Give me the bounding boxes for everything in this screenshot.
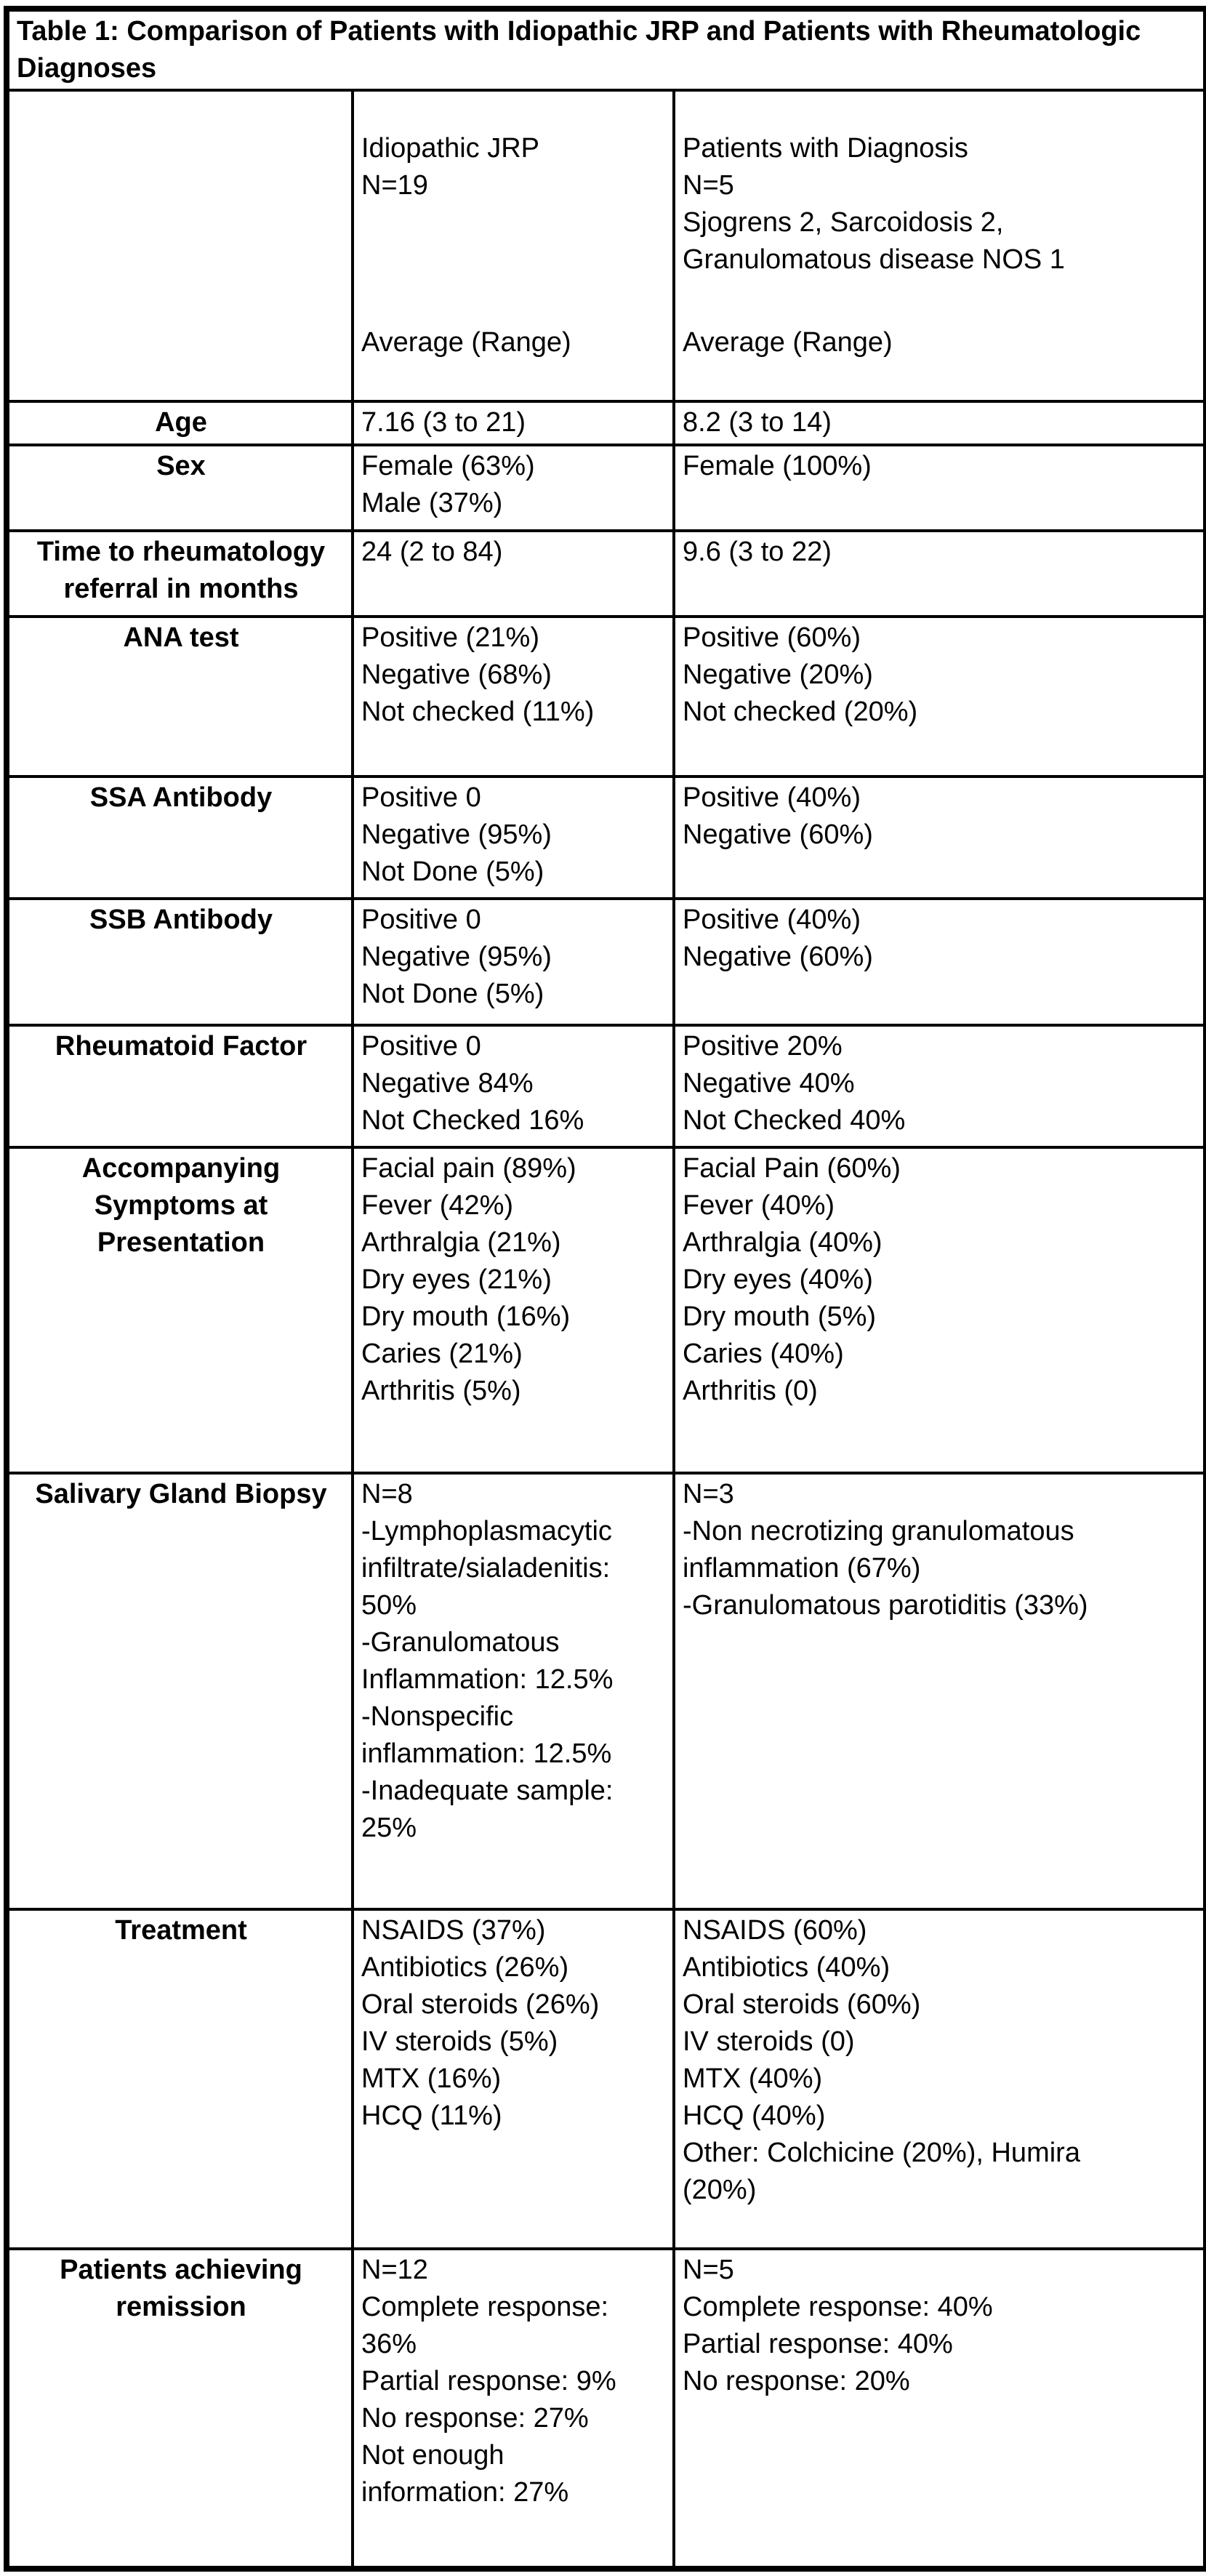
- cell-remission-diagnosis: N=5 Complete response: 40% Partial respo…: [672, 2247, 1206, 2570]
- cell-age-diagnosis: 8.2 (3 to 14): [672, 400, 1206, 446]
- row-label-salivary-gland-biopsy: Salivary Gland Biopsy: [5, 1472, 354, 1911]
- table-row-rheumatoid-factor: Rheumatoid Factor Positive 0 Negative 84…: [5, 1024, 1206, 1149]
- header-empty-cell: [5, 89, 354, 403]
- cell-ana-diagnosis: Positive (60%) Negative (20%) Not checke…: [672, 615, 1206, 778]
- cell-biopsy-idiopathic: N=8 -Lymphoplasmacytic infiltrate/sialad…: [351, 1472, 675, 1911]
- header-patients-with-diagnosis-text: Patients with Diagnosis N=5 Sjogrens 2, …: [683, 133, 1065, 275]
- cell-treatment-diagnosis: NSAIDS (60%) Antibiotics (40%) Oral ster…: [672, 1908, 1206, 2250]
- table-row-time-to-referral: Time to rheumatology referral in months …: [5, 529, 1206, 618]
- average-range-label-col1: Average (Range): [361, 327, 571, 358]
- table-row-accompanying-symptoms: Accompanying Symptoms at Presentation Fa…: [5, 1146, 1206, 1474]
- cell-ssa-diagnosis: Positive (40%) Negative (60%): [672, 775, 1206, 900]
- row-label-patients-achieving-remission: Patients achieving remission: [5, 2247, 354, 2570]
- cell-ssa-idiopathic: Positive 0 Negative (95%) Not Done (5%): [351, 775, 675, 900]
- row-label-time-to-referral: Time to rheumatology referral in months: [5, 529, 354, 618]
- row-label-ssb-antibody: SSB Antibody: [5, 897, 354, 1027]
- cell-sex-diagnosis: Female (100%): [672, 444, 1206, 532]
- row-label-ana-test: ANA test: [5, 615, 354, 778]
- row-label-accompanying-symptoms: Accompanying Symptoms at Presentation: [5, 1146, 354, 1474]
- row-label-age: Age: [5, 400, 354, 446]
- table-row-ana-test: ANA test Positive (21%) Negative (68%) N…: [5, 615, 1206, 778]
- cell-ana-idiopathic: Positive (21%) Negative (68%) Not checke…: [351, 615, 675, 778]
- row-label-treatment: Treatment: [5, 1908, 354, 2250]
- cell-time-idiopathic: 24 (2 to 84): [351, 529, 675, 618]
- comparison-table: Table 1: Comparison of Patients with Idi…: [4, 6, 1206, 2572]
- cell-remission-idiopathic: N=12 Complete response: 36% Partial resp…: [351, 2247, 675, 2570]
- table-row-ssa-antibody: SSA Antibody Positive 0 Negative (95%) N…: [5, 775, 1206, 900]
- table-row-treatment: Treatment NSAIDS (37%) Antibiotics (26%)…: [5, 1908, 1206, 2250]
- average-range-label-col2: Average (Range): [683, 327, 893, 358]
- row-label-sex: Sex: [5, 444, 354, 532]
- table-row-salivary-gland-biopsy: Salivary Gland Biopsy N=8 -Lymphoplasmac…: [5, 1472, 1206, 1911]
- header-idiopathic-jrp: Idiopathic JRP N=19 Average (Range): [351, 89, 675, 403]
- cell-rf-diagnosis: Positive 20% Negative 40% Not Checked 40…: [672, 1024, 1206, 1149]
- cell-biopsy-diagnosis: N=3 -Non necrotizing granulomatous infla…: [672, 1472, 1206, 1911]
- cell-time-diagnosis: 9.6 (3 to 22): [672, 529, 1206, 618]
- cell-age-idiopathic: 7.16 (3 to 21): [351, 400, 675, 446]
- cell-symptoms-diagnosis: Facial Pain (60%) Fever (40%) Arthralgia…: [672, 1146, 1206, 1474]
- row-label-ssa-antibody: SSA Antibody: [5, 775, 354, 900]
- cell-ssb-idiopathic: Positive 0 Negative (95%) Not Done (5%): [351, 897, 675, 1027]
- header-idiopathic-jrp-text: Idiopathic JRP N=19: [361, 133, 540, 201]
- table-row-sex: Sex Female (63%) Male (37%) Female (100%…: [5, 444, 1206, 532]
- table-title: Table 1: Comparison of Patients with Idi…: [4, 7, 1206, 92]
- row-label-rheumatoid-factor: Rheumatoid Factor: [5, 1024, 354, 1149]
- cell-ssb-diagnosis: Positive (40%) Negative (60%): [672, 897, 1206, 1027]
- header-patients-with-diagnosis: Patients with Diagnosis N=5 Sjogrens 2, …: [672, 89, 1206, 403]
- table-row-patients-achieving-remission: Patients achieving remission N=12 Comple…: [5, 2247, 1206, 2570]
- table-row-age: Age 7.16 (3 to 21) 8.2 (3 to 14): [5, 400, 1206, 446]
- cell-rf-idiopathic: Positive 0 Negative 84% Not Checked 16%: [351, 1024, 675, 1149]
- cell-sex-idiopathic: Female (63%) Male (37%): [351, 444, 675, 532]
- cell-symptoms-idiopathic: Facial pain (89%) Fever (42%) Arthralgia…: [351, 1146, 675, 1474]
- cell-treatment-idiopathic: NSAIDS (37%) Antibiotics (26%) Oral ster…: [351, 1908, 675, 2250]
- table-row-ssb-antibody: SSB Antibody Positive 0 Negative (95%) N…: [5, 897, 1206, 1027]
